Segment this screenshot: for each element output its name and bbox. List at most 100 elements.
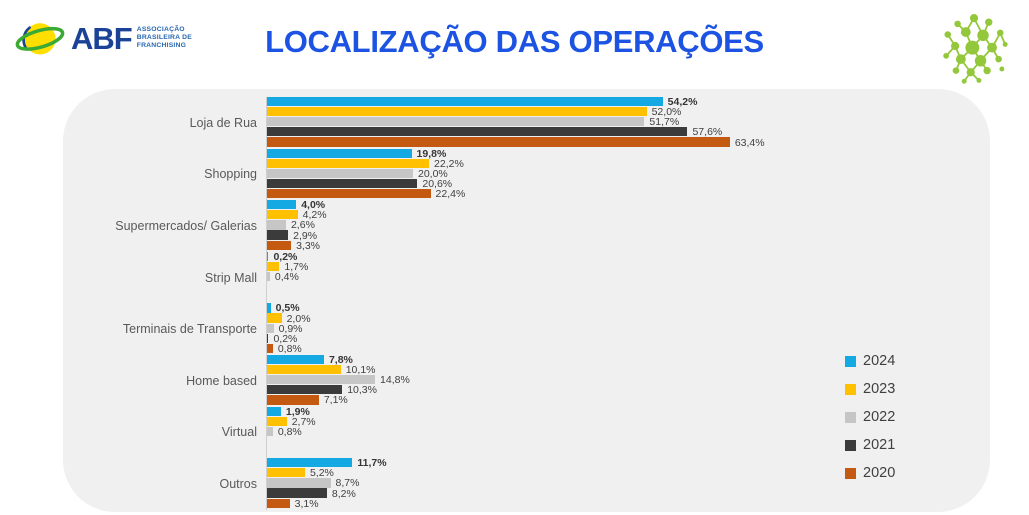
chart-row: Outros 11,7% 5,2% 8,7% 8,2% 3,1% [63,458,990,510]
category-label: Strip Mall [204,270,257,285]
value-label: 11,7% [357,457,387,469]
category-label: Loja de Rua [189,115,257,130]
legend-label: 2024 [863,353,896,369]
value-label: 3,3% [296,239,321,252]
bar-2021 [267,230,289,240]
value-label: 0,8% [277,425,302,438]
value-label: 10,3% [347,384,377,397]
legend-swatch [845,467,856,479]
bar-2021 [267,385,343,395]
value-label: 22,2% [434,157,464,170]
bar-2020 [267,498,290,508]
bar-chart: Loja de Rua 54,2% 52,0% 51,7% 57,6% 63,4% Shop… [63,97,990,510]
value-label: 2,6% [290,219,315,232]
value-label: 4,2% [302,209,327,222]
value-label: 2,0% [286,312,311,325]
abf-globe-icon [15,23,65,55]
value-label: 20,6% [422,177,453,190]
chart-row: Home based 7,8% 10,1% 14,8% 10,3% 7,1% [63,355,990,407]
category-bars: 19,8% 22,2% 20,0% 20,6% 22,4% [266,148,990,201]
category-label: Supermercados/ Galerias [115,218,257,233]
category-label: Outros [219,476,257,491]
category-bars: 4,0% 4,2% 2,6% 2,9% 3,3% [266,200,990,252]
value-label: 51,7% [649,116,680,129]
value-label: 0,8% [277,342,302,355]
legend-item-2022: 2022 [845,409,895,425]
value-label: 22,4% [435,187,466,200]
value-label: 7,8% [328,353,353,366]
bar-2023 [267,365,341,375]
category-label: Shopping [204,167,257,182]
bar-2022 [267,117,645,127]
category-label: Terminais de Transporte [122,322,257,337]
legend-label: 2020 [863,465,896,481]
legend-item-2024: 2024 [845,353,895,369]
bar-2024 [267,200,297,210]
value-label: 0,2% [273,250,298,263]
bar-2023 [267,107,647,117]
value-label: 0,9% [278,322,303,335]
value-label: 7,1% [323,394,348,407]
value-label: 1,7% [284,260,309,273]
bar-2023 [267,158,430,168]
value-label: 54,2% [667,95,698,108]
bar-2024 [267,406,281,416]
bar-2021 [267,127,688,137]
value-label: 2,9% [293,229,318,242]
bar-2022 [267,220,286,230]
bar-2021 [267,488,327,498]
value-label: 3,1% [294,497,319,510]
value-label: 8,2% [331,487,356,500]
chart-row: Supermercados/ Galerias 4,0% 4,2% 2,6% 2,9% 3… [63,200,990,252]
value-label: 20,0% [418,167,448,180]
legend-label: 2021 [863,437,896,453]
chart-legend: 2024 2023 2022 2021 2020 [845,353,895,481]
legend-item-2021: 2021 [845,437,895,453]
category-bars: 0,2% 1,7% 0,4% [266,252,990,304]
chart-row: Strip Mall 0,2% 1,7% 0,4% [63,252,990,304]
bar-2022 [267,271,270,282]
legend-swatch [845,411,856,423]
category-bars: 7,8% 10,1% 14,8% 10,3% 7,1% [266,355,990,407]
bar-2023 [267,261,280,272]
category-bars: 1,9% 2,7% 0,8% [266,405,990,459]
page-title: LOCALIZAÇÃO DAS OPERAÇÕES [265,24,764,59]
value-label: 57,6% [692,126,723,139]
value-label: 10,1% [345,363,376,376]
value-label: 14,8% [380,374,410,387]
value-label: 1,9% [285,405,310,418]
chart-row: Terminais de Transporte 0,5% 2,0% 0,9% 0,2% 0… [63,303,990,355]
bar-2023 [267,313,282,323]
bar-2024 [267,458,353,468]
chart-row: Shopping 19,8% 22,2% 20,0% 20,6% 22,4% [63,148,990,201]
legend-item-2023: 2023 [845,381,895,397]
bar-2020 [267,240,292,250]
category-bars: 0,5% 2,0% 0,9% 0,2% 0,8% [266,303,990,355]
legend-swatch [845,355,856,367]
value-label: 8,7% [335,477,360,490]
value-label: 4,0% [301,199,326,212]
value-label: 5,2% [309,467,334,480]
bar-2024 [267,148,412,158]
network-sphere-icon [943,14,1008,84]
bar-2020 [267,137,730,147]
category-label: Virtual [221,425,257,440]
bar-2020 [267,343,273,353]
bar-2023 [267,416,287,426]
legend-item-2020: 2020 [845,465,895,481]
bar-2022 [267,323,274,333]
legend-label: 2023 [863,381,896,397]
bar-2023 [267,468,305,478]
chart-row: Virtual 1,9% 2,7% 0,8% [63,405,990,459]
category-label: Home based [186,373,257,388]
value-label: 52,0% [651,105,682,118]
bar-2022 [267,426,273,436]
bar-2020 [267,395,319,405]
bar-2020 [267,188,431,199]
bar-2022 [267,478,331,488]
bar-2024 [267,97,663,107]
bar-2024 [267,251,269,261]
value-label: 0,2% [273,332,298,345]
logo-subtitle: ASSOCIAÇÃO BRASILEIRA DE FRANCHISING [136,25,192,49]
value-label: 0,5% [275,302,300,315]
